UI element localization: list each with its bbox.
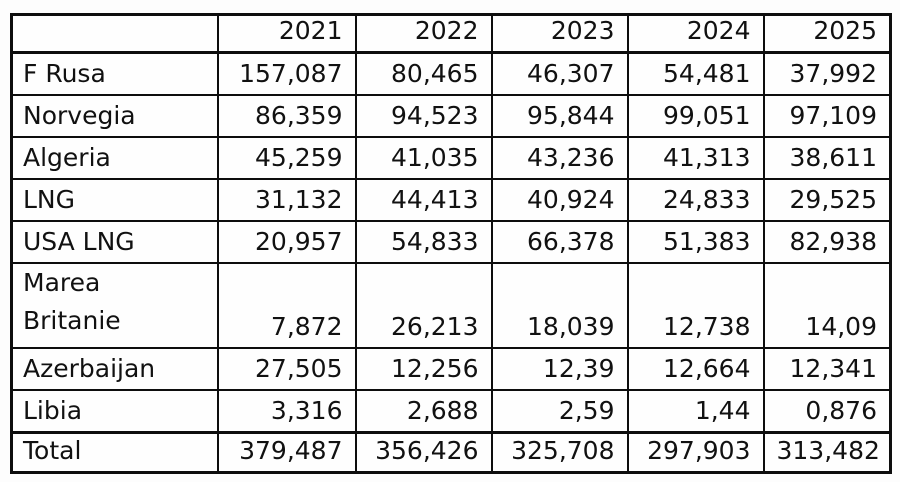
- cell: 99,051: [626, 93, 765, 138]
- cell: 3,316: [216, 389, 357, 433]
- cell: 29,525: [762, 177, 892, 222]
- row-label: Total: [10, 430, 219, 473]
- cell: 80,465: [354, 51, 493, 96]
- cell: 14,09: [762, 261, 892, 349]
- cell: 325,708: [490, 430, 629, 473]
- row-label: Libia: [10, 389, 219, 433]
- column-header-2024: 2024: [626, 13, 765, 54]
- cell: 24,833: [626, 177, 765, 222]
- gas-supply-table: 2021 2022 2023 2024 2025 F Rusa 157,087 …: [10, 13, 892, 474]
- cell: 31,132: [216, 177, 357, 222]
- cell: 157,087: [216, 51, 357, 96]
- cell: 66,378: [490, 219, 629, 264]
- column-header-2022: 2022: [354, 13, 493, 54]
- table-row-algeria: Algeria 45,259 41,035 43,236 41,313 38,6…: [10, 135, 892, 180]
- row-label: F Rusa: [10, 51, 219, 96]
- cell: 97,109: [762, 93, 892, 138]
- cell: 20,957: [216, 219, 357, 264]
- cell: 7,872: [216, 261, 357, 349]
- cell: 82,938: [762, 219, 892, 264]
- table-row-lng: LNG 31,132 44,413 40,924 24,833 29,525: [10, 177, 892, 222]
- cell: 26,213: [354, 261, 493, 349]
- cell: 2,59: [490, 389, 629, 433]
- row-label: LNG: [10, 177, 219, 222]
- cell: 18,039: [490, 261, 629, 349]
- table-row-total: Total 379,487 356,426 325,708 297,903 31…: [10, 430, 892, 473]
- cell: 356,426: [354, 430, 493, 473]
- row-label: Azerbaijan: [10, 347, 219, 391]
- cell: 44,413: [354, 177, 493, 222]
- cell: 2,688: [354, 389, 493, 433]
- column-header-2023: 2023: [490, 13, 629, 54]
- corner-cell: [10, 13, 219, 54]
- table-row-norvegia: Norvegia 86,359 94,523 95,844 99,051 97,…: [10, 93, 892, 138]
- cell: 40,924: [490, 177, 629, 222]
- column-header-2021: 2021: [216, 13, 357, 54]
- table-row-libia: Libia 3,316 2,688 2,59 1,44 0,876: [10, 389, 892, 433]
- cell: 12,39: [490, 347, 629, 391]
- cell: 43,236: [490, 135, 629, 180]
- cell: 1,44: [626, 389, 765, 433]
- cell: 12,664: [626, 347, 765, 391]
- cell: 95,844: [490, 93, 629, 138]
- cell: 38,611: [762, 135, 892, 180]
- cell: 27,505: [216, 347, 357, 391]
- table-row-f-rusa: F Rusa 157,087 80,465 46,307 54,481 37,9…: [10, 51, 892, 96]
- row-label: USA LNG: [10, 219, 219, 264]
- cell: 86,359: [216, 93, 357, 138]
- cell: 313,482: [762, 430, 892, 473]
- cell: 41,313: [626, 135, 765, 180]
- cell: 12,738: [626, 261, 765, 349]
- cell: 37,992: [762, 51, 892, 96]
- header-row: 2021 2022 2023 2024 2025: [10, 13, 892, 54]
- table-row-usa-lng: USA LNG 20,957 54,833 66,378 51,383 82,9…: [10, 219, 892, 264]
- cell: 51,383: [626, 219, 765, 264]
- cell: 12,256: [354, 347, 493, 391]
- cell: 45,259: [216, 135, 357, 180]
- cell: 379,487: [216, 430, 357, 473]
- row-label: Marea Britanie: [10, 261, 219, 349]
- cell: 41,035: [354, 135, 493, 180]
- column-header-2025: 2025: [762, 13, 892, 54]
- table-row-azerbaijan: Azerbaijan 27,505 12,256 12,39 12,664 12…: [10, 347, 892, 391]
- table-row-marea-britanie: Marea Britanie 7,872 26,213 18,039 12,73…: [10, 261, 892, 349]
- cell: 54,833: [354, 219, 493, 264]
- cell: 54,481: [626, 51, 765, 96]
- cell: 297,903: [626, 430, 765, 473]
- row-label: Norvegia: [10, 93, 219, 138]
- cell: 0,876: [762, 389, 892, 433]
- row-label: Algeria: [10, 135, 219, 180]
- cell: 12,341: [762, 347, 892, 391]
- cell: 46,307: [490, 51, 629, 96]
- cell: 94,523: [354, 93, 493, 138]
